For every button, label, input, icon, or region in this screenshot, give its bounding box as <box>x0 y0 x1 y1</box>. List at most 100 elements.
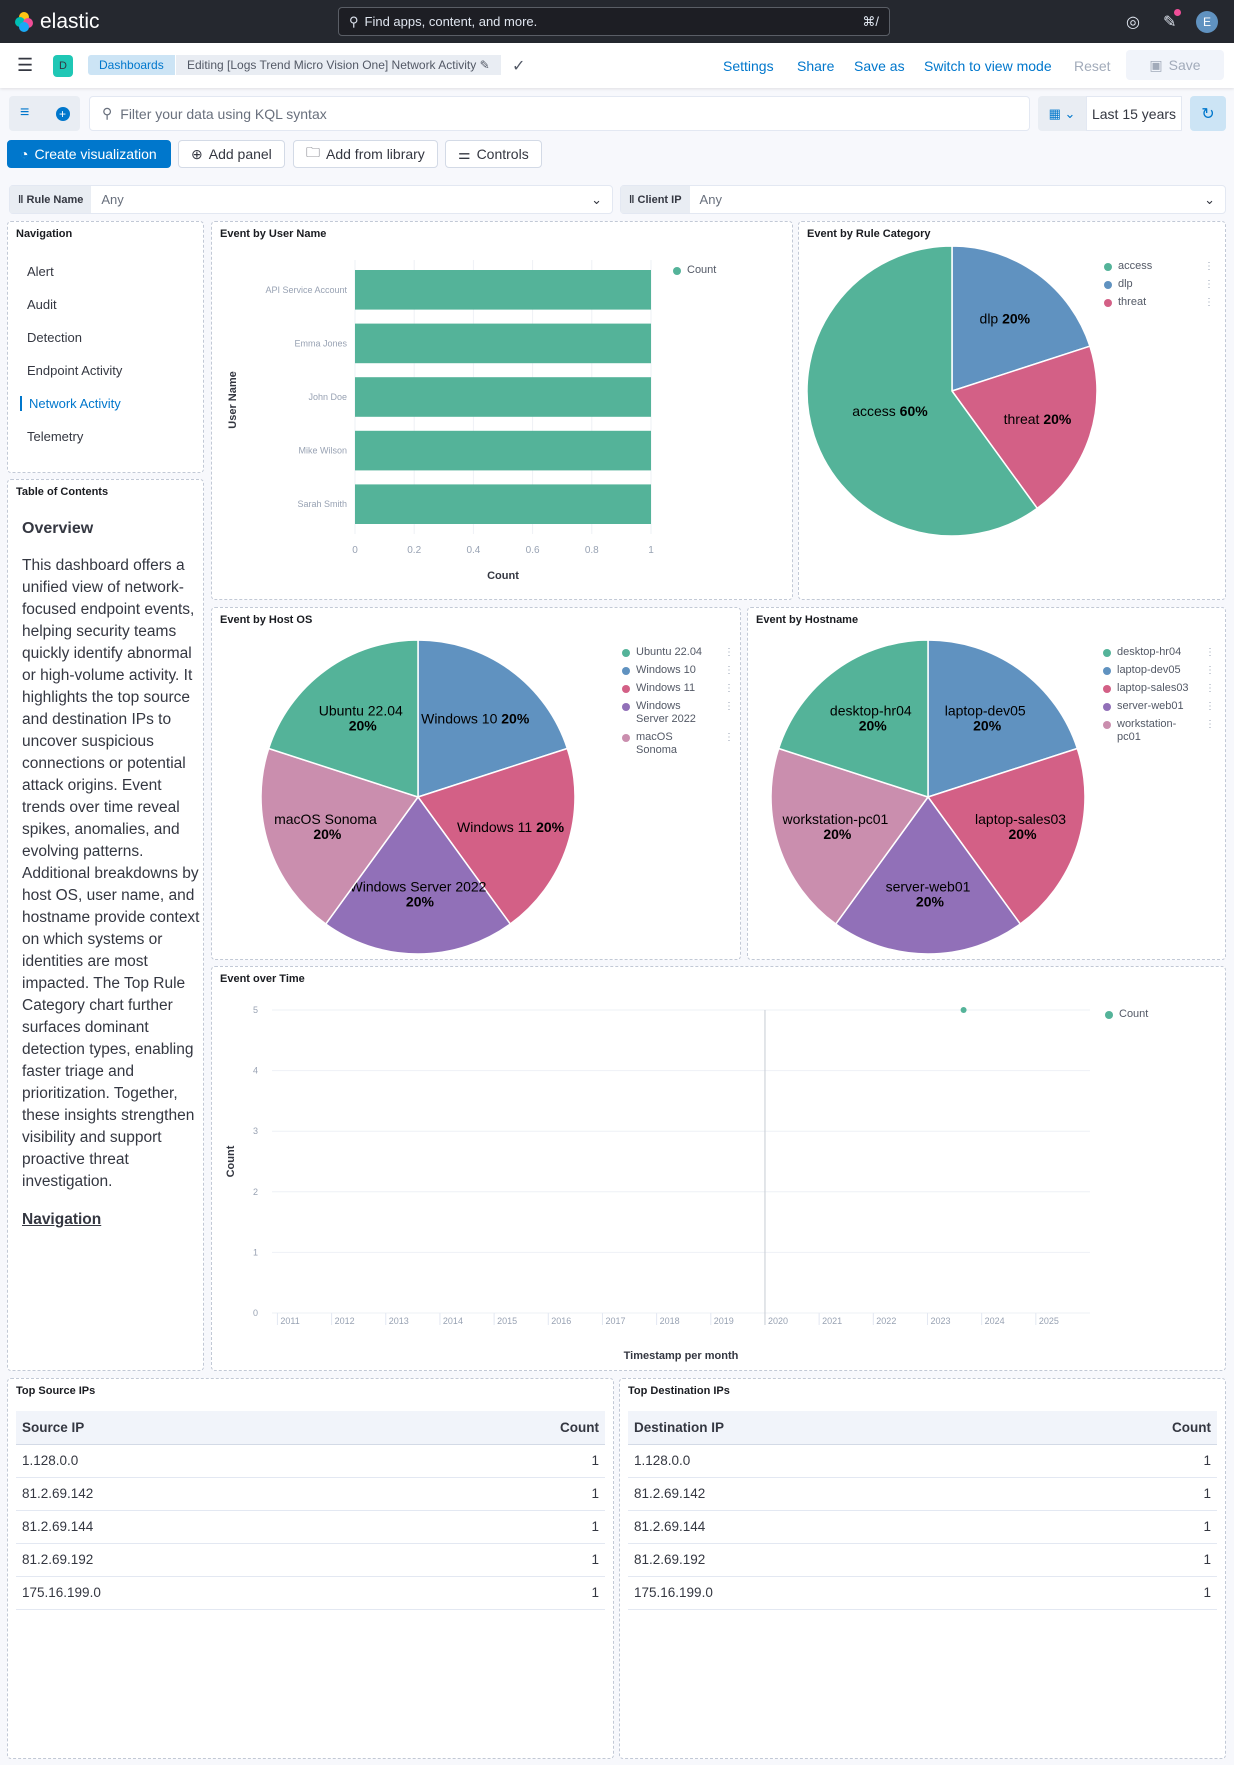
legend-dot <box>1104 281 1112 289</box>
kebab-icon[interactable]: ⋮ <box>1204 279 1214 290</box>
add-from-library-button[interactable]: 🗀 Add from library <box>293 140 438 168</box>
legend-item[interactable]: Windows 10 ⋮ <box>622 664 734 677</box>
kebab-icon[interactable]: ⋮ <box>1205 701 1215 712</box>
user-name-panel: Event by User Name 0 0.2 0.4 0.6 0.8 1 API Serv… <box>211 221 793 600</box>
plus-icon: + <box>55 106 70 121</box>
legend-item[interactable]: Windows 11 ⋮ <box>622 682 734 695</box>
table-cell: 81.2.69.142 <box>628 1477 1021 1511</box>
y-tick-label: 4 <box>253 1066 258 1076</box>
filter-menu-button[interactable]: ≡ <box>9 96 45 131</box>
legend-item[interactable]: laptop-sales03 ⋮ <box>1103 682 1215 695</box>
edit-icon[interactable]: ✎ <box>479 58 490 72</box>
user-avatar[interactable]: E <box>1196 11 1218 33</box>
nav-item[interactable]: Alert <box>27 264 54 279</box>
column-header[interactable]: Source IP <box>16 1411 394 1445</box>
refresh-button[interactable]: ↻ <box>1190 96 1226 131</box>
global-search-input[interactable]: ⚲ Find apps, content, and more. ⌘/ <box>338 7 890 36</box>
legend-item[interactable]: macOS Sonoma ⋮ <box>622 731 734 757</box>
kebab-icon[interactable]: ⋮ <box>1204 261 1214 272</box>
kebab-icon[interactable]: ⋮ <box>1204 297 1214 308</box>
legend-item[interactable]: server-web01 ⋮ <box>1103 700 1215 713</box>
nav-item[interactable]: Endpoint Activity <box>27 363 123 378</box>
bar <box>355 430 651 471</box>
slice-label: Windows Server 2022 20% <box>350 878 487 909</box>
add-panel-label: Add panel <box>208 146 272 162</box>
slice-label-name: dlp <box>980 310 999 326</box>
nav-item[interactable]: Audit <box>27 297 57 312</box>
table-cell: 1.128.0.0 <box>628 1444 1021 1478</box>
kebab-icon[interactable]: ⋮ <box>1205 683 1215 694</box>
legend-item[interactable]: dlp ⋮ <box>1104 278 1214 291</box>
elastic-logo[interactable]: elastic <box>14 10 100 34</box>
slice-label-name: laptop-dev05 <box>945 702 1026 718</box>
legend-item[interactable]: threat ⋮ <box>1104 296 1214 309</box>
x-axis-title: Timestamp per month <box>624 1350 739 1362</box>
nav-item[interactable]: Network Activity <box>20 396 121 411</box>
controls-button[interactable]: ⚌ Controls <box>445 140 542 168</box>
kebab-icon[interactable]: ⋮ <box>724 701 734 712</box>
help-icon[interactable]: ◎ <box>1126 14 1140 31</box>
control-label: ‖ Rule Name <box>10 186 92 213</box>
kebab-icon[interactable]: ⋮ <box>1205 647 1215 658</box>
news-icon[interactable]: ✎ <box>1163 14 1177 31</box>
y-axis-title: Count <box>225 1145 237 1177</box>
kebab-icon[interactable]: ⋮ <box>724 647 734 658</box>
menu-icon[interactable]: ☰ <box>17 55 34 75</box>
switch-view-mode-link[interactable]: Switch to view mode <box>924 58 1052 74</box>
host-os-panel: Event by Host OS Windows 10 20% Windows 11… <box>211 607 741 960</box>
legend-item[interactable]: Count <box>673 264 743 277</box>
x-tick-label: 2019 <box>714 1316 734 1326</box>
save-button[interactable]: ▣ Save <box>1126 50 1224 80</box>
column-header[interactable]: Count <box>393 1411 605 1445</box>
column-header[interactable]: Count <box>1020 1411 1217 1445</box>
kebab-icon[interactable]: ⋮ <box>724 732 734 743</box>
table-cell: 1 <box>393 1477 605 1511</box>
legend-item[interactable]: Windows Server 2022 ⋮ <box>622 700 734 726</box>
legend-item[interactable]: access ⋮ <box>1104 260 1214 273</box>
x-tick-label: 2011 <box>280 1316 299 1326</box>
add-panel-button[interactable]: ⊕ Add panel <box>178 140 285 168</box>
kebab-icon[interactable]: ⋮ <box>724 665 734 676</box>
nav-item[interactable]: Telemetry <box>27 429 84 444</box>
navigation-panel: Navigation Alert Audit Detection Endpoint A… <box>7 221 204 473</box>
sliders-icon: ⚌ <box>458 145 471 162</box>
legend-label: desktop-hr04 <box>1117 646 1182 658</box>
y-tick-label: Sarah Smith <box>297 499 347 509</box>
table-cell: 81.2.69.144 <box>628 1510 1021 1544</box>
check-icon[interactable]: ✓ <box>512 58 526 75</box>
settings-link[interactable]: Settings <box>723 58 774 74</box>
save-as-link[interactable]: Save as <box>854 58 905 74</box>
slice-label-percent: 20% <box>912 893 944 909</box>
control-client-ip[interactable]: ‖ Client IP Any ⌄ <box>620 185 1226 214</box>
table-cell: 1.128.0.0 <box>16 1444 394 1478</box>
breadcrumb-dashboards[interactable]: Dashboards <box>88 55 175 75</box>
legend-dot <box>1105 1011 1113 1019</box>
event-over-time-panel: Event over Time 0 1 2 3 4 5 2011 2012 2013 2014 201… <box>211 966 1226 1371</box>
nav-item[interactable]: Detection <box>27 330 82 345</box>
add-filter-button[interactable]: + <box>45 96 80 131</box>
kebab-icon[interactable]: ⋮ <box>724 683 734 694</box>
time-range[interactable]: Last 15 years <box>1086 96 1182 131</box>
kql-query-input[interactable]: ⚲ Filter your data using KQL syntax <box>89 96 1030 131</box>
navigation-link[interactable]: Navigation <box>22 1211 102 1228</box>
share-link[interactable]: Share <box>797 58 835 74</box>
control-rule-name[interactable]: ‖ Rule Name Any ⌄ <box>9 185 613 214</box>
legend-item[interactable]: laptop-dev05 ⋮ <box>1103 664 1215 677</box>
column-header[interactable]: Destination IP <box>628 1411 1021 1445</box>
x-tick-label: 2018 <box>660 1316 680 1326</box>
slice-label-percent: 20% <box>819 826 851 842</box>
date-picker-toggle[interactable]: ▦ ⌄ <box>1038 96 1086 131</box>
create-visualization-button[interactable]: ◔ Create visualization <box>7 140 171 168</box>
kebab-icon[interactable]: ⋮ <box>1205 719 1215 730</box>
legend-label: laptop-sales03 <box>1117 682 1189 694</box>
legend-item[interactable]: desktop-hr04 ⋮ <box>1103 646 1215 659</box>
legend-label: workstation-pc01 <box>1117 718 1177 743</box>
reset-link[interactable]: Reset <box>1074 58 1111 74</box>
space-avatar[interactable]: D <box>53 55 73 77</box>
slice-label: laptop-dev05 20% <box>945 702 1026 733</box>
refresh-icon: ↻ <box>1201 105 1215 123</box>
legend-item[interactable]: Count <box>1105 1008 1175 1021</box>
legend-item[interactable]: Ubuntu 22.04 ⋮ <box>622 646 734 659</box>
legend-item[interactable]: workstation-pc01 ⋮ <box>1103 718 1215 744</box>
kebab-icon[interactable]: ⋮ <box>1205 665 1215 676</box>
